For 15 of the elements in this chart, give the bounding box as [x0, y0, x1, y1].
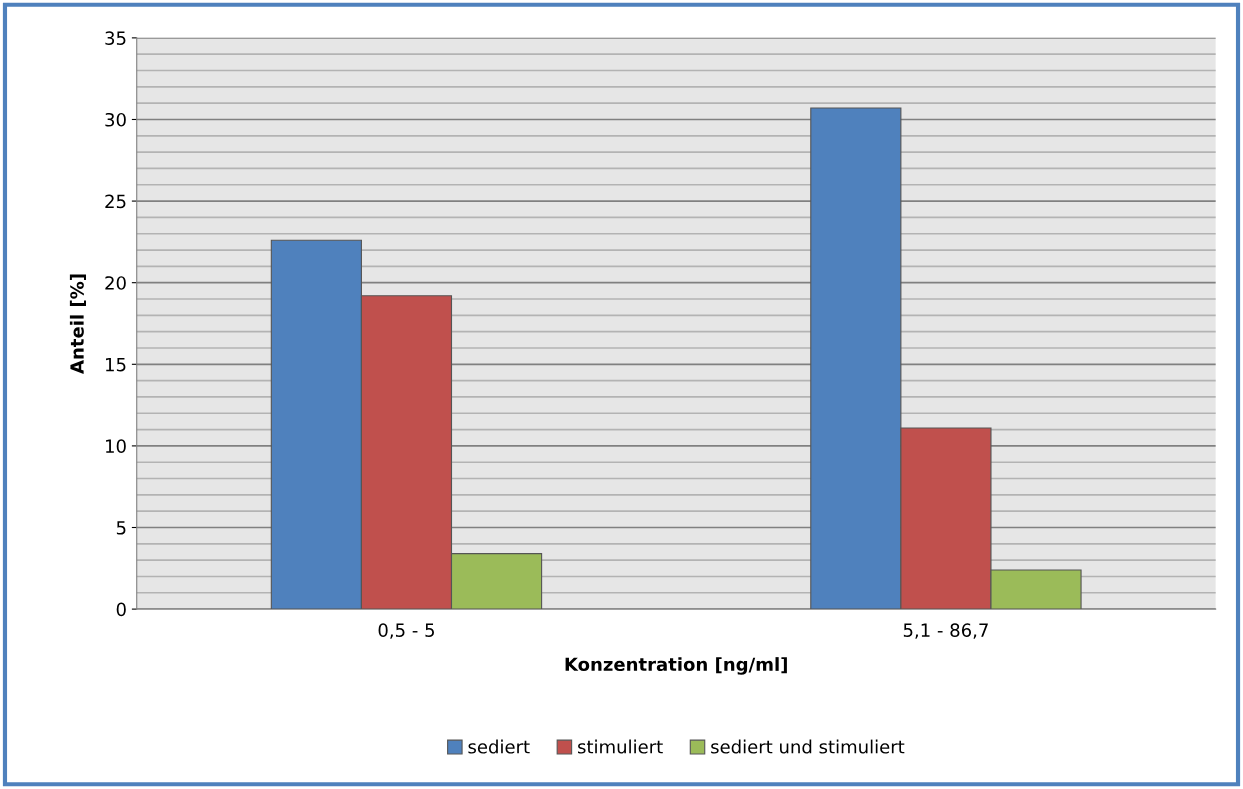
y-tick-label: 20 [105, 276, 126, 290]
y-tick-label: 5 [116, 521, 126, 535]
y-tick-label: 10 [106, 439, 126, 454]
legend-label: stimuliert [578, 739, 663, 754]
y-axis-title: Anteil [%] [69, 274, 86, 374]
legend-label: sediert [468, 739, 530, 754]
y-tick-label: 30 [105, 112, 126, 127]
x-axis-title: Konzentration [ng/ml] [565, 657, 787, 675]
legend-label: sediert und stimuliert [711, 739, 905, 754]
y-tick-label: 25 [105, 194, 126, 209]
y-tick-label: 35 [105, 31, 126, 45]
y-tick-label: 15 [106, 357, 126, 372]
y-tick-label: 0 [116, 602, 126, 617]
x-tick-label: 0,5 - 5 [378, 623, 434, 639]
x-tick-label: 5,1 - 86,7 [903, 623, 988, 639]
